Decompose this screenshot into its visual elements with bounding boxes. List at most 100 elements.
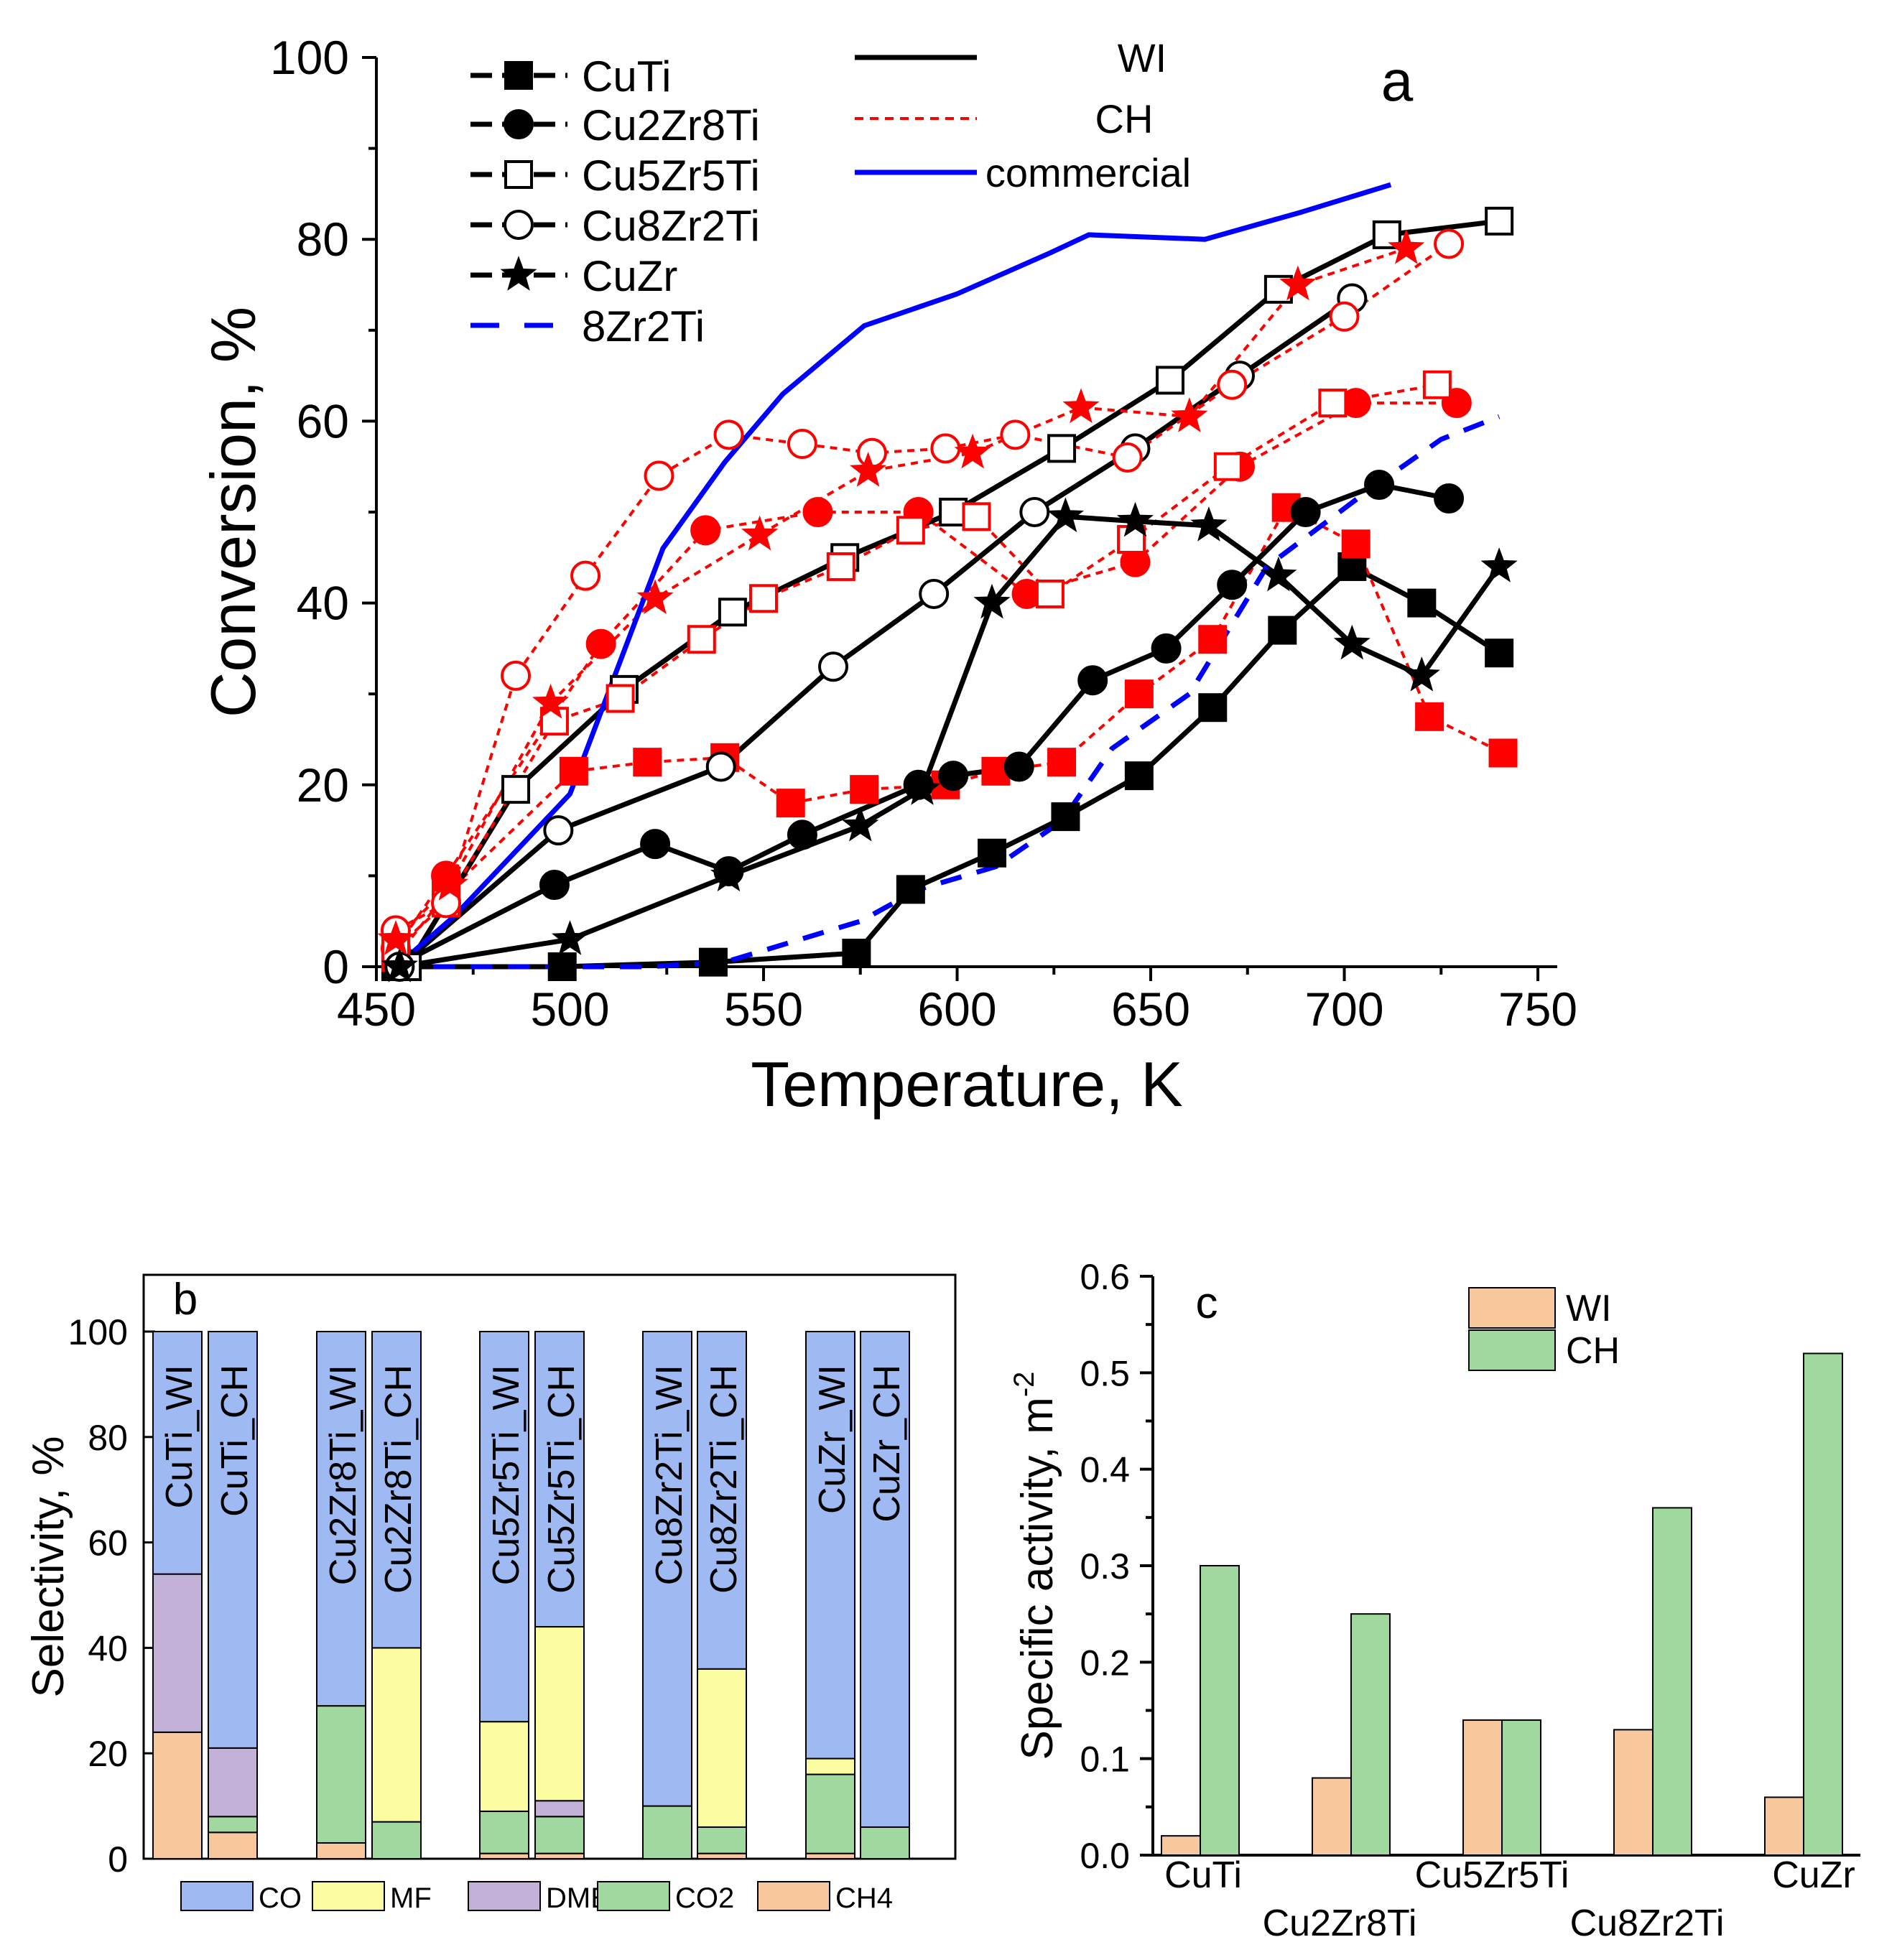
data-point-cuzr-wi xyxy=(973,583,1011,619)
legend-label-cu2zr8ti: Cu2Zr8Ti xyxy=(582,101,760,149)
data-point-cuzr-wi xyxy=(842,806,879,842)
data-point-cu5zr5ti-ch xyxy=(749,584,779,613)
bar-segment-cu2zr8ti-wi-co2 xyxy=(316,1705,366,1844)
data-point-cu5zr5ti-ch xyxy=(826,552,855,581)
legend-marker-cu5zr5ti xyxy=(504,160,533,189)
data-point-cuzr-wi xyxy=(1333,624,1370,660)
x-tick-label: 600 xyxy=(917,983,996,1036)
y-tick-label: 20 xyxy=(297,758,349,812)
bar-segment-cuzr-wi-mf xyxy=(805,1757,855,1775)
data-point-cu8zr2ti-wi xyxy=(1019,497,1050,527)
bar-segment-cu2zr8ti-wi-co xyxy=(316,1331,366,1707)
bar-label-cuti-ch: CuTi_CH xyxy=(214,1365,256,1517)
x-axis-title: Temperature, K xyxy=(751,1049,1183,1120)
data-point-cuti-wi xyxy=(1337,552,1367,581)
series-line-cu8zr2ti-ch xyxy=(395,242,1450,932)
legend-marker-cu8zr2ti xyxy=(504,210,534,240)
legend-swatch-dme xyxy=(468,1881,541,1911)
data-point-cu8zr2ti-ch xyxy=(570,560,601,591)
legend-label-ch4: CH4 xyxy=(835,1882,893,1914)
panel-label: c xyxy=(1196,1278,1218,1328)
data-point-cuti-wi xyxy=(1268,616,1297,645)
data-point-cu5zr5ti-ch xyxy=(1318,389,1348,418)
category-label-cuti: CuTi xyxy=(1164,1854,1242,1896)
bar-segment-cuti-wi-ch4 xyxy=(152,1731,203,1860)
bar-label-cu8zr2ti-ch: Cu8Zr2Ti_CH xyxy=(703,1365,745,1594)
data-point-cuti-wi xyxy=(1485,638,1514,668)
data-point-cu8zr2ti-ch xyxy=(787,429,817,460)
bar-segment-cu8zr2ti-wi-co2 xyxy=(642,1805,692,1860)
bar-segment-cu5zr5ti-ch-mf xyxy=(534,1626,585,1802)
y-tick-label: 100 xyxy=(68,1312,128,1352)
y-tick-label: 0 xyxy=(323,940,349,993)
bar-cu8zr2ti-ch xyxy=(1652,1507,1692,1856)
data-point-cu8zr2ti-wi xyxy=(818,651,849,682)
bar-cu2zr8ti-wi xyxy=(1312,1777,1352,1857)
data-point-cuti-ch xyxy=(850,775,879,804)
bar-label-cu5zr5ti-wi: Cu5Zr5Ti_WI xyxy=(486,1365,527,1585)
data-point-cuzr-ch xyxy=(954,433,991,469)
category-label-cu2zr8ti: Cu2Zr8Ti xyxy=(1263,1903,1417,1944)
y-tick-label: 100 xyxy=(270,31,349,84)
y-axis-title: Conversion, % xyxy=(198,307,269,717)
bar-label-cuzr-ch: CuZr_CH xyxy=(866,1365,908,1523)
y-tick-label: 0.5 xyxy=(1080,1353,1130,1393)
series-line-commercial xyxy=(394,182,1392,969)
y-tick-label: 0.4 xyxy=(1080,1450,1130,1490)
data-point-cuti-wi xyxy=(978,838,1007,868)
data-point-cu8zr2ti-wi xyxy=(705,751,736,782)
legend-label-cu8zr2ti: Cu8Zr2Ti xyxy=(582,202,760,250)
bar-segment-cu5zr5ti-ch-dme xyxy=(534,1800,585,1818)
legend-marker-cu2zr8ti xyxy=(504,109,534,139)
data-point-cuti-wi xyxy=(1407,588,1437,618)
data-point-cu2zr8ti-wi xyxy=(1290,497,1321,527)
bar-label-cuzr-wi: CuZr_WI xyxy=(812,1365,853,1514)
legend-label-wi: WI xyxy=(1118,35,1167,80)
bar-segment-cuti-ch-dme xyxy=(208,1747,258,1818)
bar-segment-cuti-ch-ch4 xyxy=(208,1831,258,1860)
bar-segment-cuti-wi-dme xyxy=(152,1573,203,1733)
x-tick-label: 650 xyxy=(1111,983,1190,1036)
data-point-cuzr-wi xyxy=(1480,547,1518,582)
panel-label: b xyxy=(173,1275,198,1324)
data-point-cuti-ch xyxy=(1488,738,1518,768)
y-tick-label: 0.3 xyxy=(1080,1546,1130,1587)
data-point-cuzr-wi xyxy=(1403,656,1440,692)
bar-segment-cu2zr8ti-ch-co2 xyxy=(371,1821,422,1860)
y-tick-label: 0.1 xyxy=(1080,1740,1130,1780)
data-point-cuzr-wi xyxy=(710,856,748,892)
data-point-cu8zr2ti-ch xyxy=(713,419,744,450)
data-point-cu2zr8ti-wi xyxy=(539,870,570,901)
data-point-cuti-ch xyxy=(559,756,588,786)
bar-segment-cuzr-wi-co2 xyxy=(805,1773,855,1854)
bar-segment-cu5zr5ti-wi-ch4 xyxy=(479,1852,529,1859)
bar-segment-cuzr-wi-co xyxy=(805,1331,855,1760)
data-point-cuti-ch xyxy=(1341,529,1370,559)
bar-segment-cuti-wi-co xyxy=(152,1331,203,1575)
bar-segment-cu5zr5ti-wi-co2 xyxy=(479,1810,529,1854)
y-axis-title-text: Specific activity, m xyxy=(1013,1397,1062,1760)
data-point-cuti-ch xyxy=(633,748,662,777)
legend-label-co: CO xyxy=(259,1882,302,1914)
data-point-cuzr-ch xyxy=(1279,265,1317,301)
data-point-cu8zr2ti-ch xyxy=(1329,301,1360,332)
data-point-cu5zr5ti-ch xyxy=(962,502,991,531)
legend-swatch-mf xyxy=(312,1881,385,1911)
data-point-cu2zr8ti-wi xyxy=(1003,751,1034,782)
data-point-cuzr-ch xyxy=(741,515,779,551)
data-point-cu5zr5ti-ch xyxy=(1035,579,1065,608)
data-point-cu8zr2ti-wi xyxy=(543,815,574,846)
data-point-cu5zr5ti-ch xyxy=(606,684,635,713)
data-point-cu5zr5ti-ch xyxy=(1213,452,1243,481)
y-axis-title: Specific activity, m-2 xyxy=(1008,1372,1062,1760)
panel-label: a xyxy=(1381,49,1414,113)
data-point-cu2zr8ti-wi xyxy=(787,819,817,850)
bar-segment-cu8zr2ti-ch-ch4 xyxy=(697,1852,747,1859)
panel-c-specific-activity-chart: 0.0 0.1 0.2 0.3 0.4 0.5 0.6 Specific activity, … xyxy=(1008,1257,1860,1944)
data-point-cuti-ch xyxy=(1415,702,1444,731)
legend-swatch-ch4 xyxy=(757,1881,830,1911)
category-label-cu8zr2ti: Cu8Zr2Ti xyxy=(1570,1903,1725,1944)
legend-swatch-co xyxy=(180,1881,254,1911)
bar-cu5zr5ti-ch xyxy=(1501,1719,1541,1857)
